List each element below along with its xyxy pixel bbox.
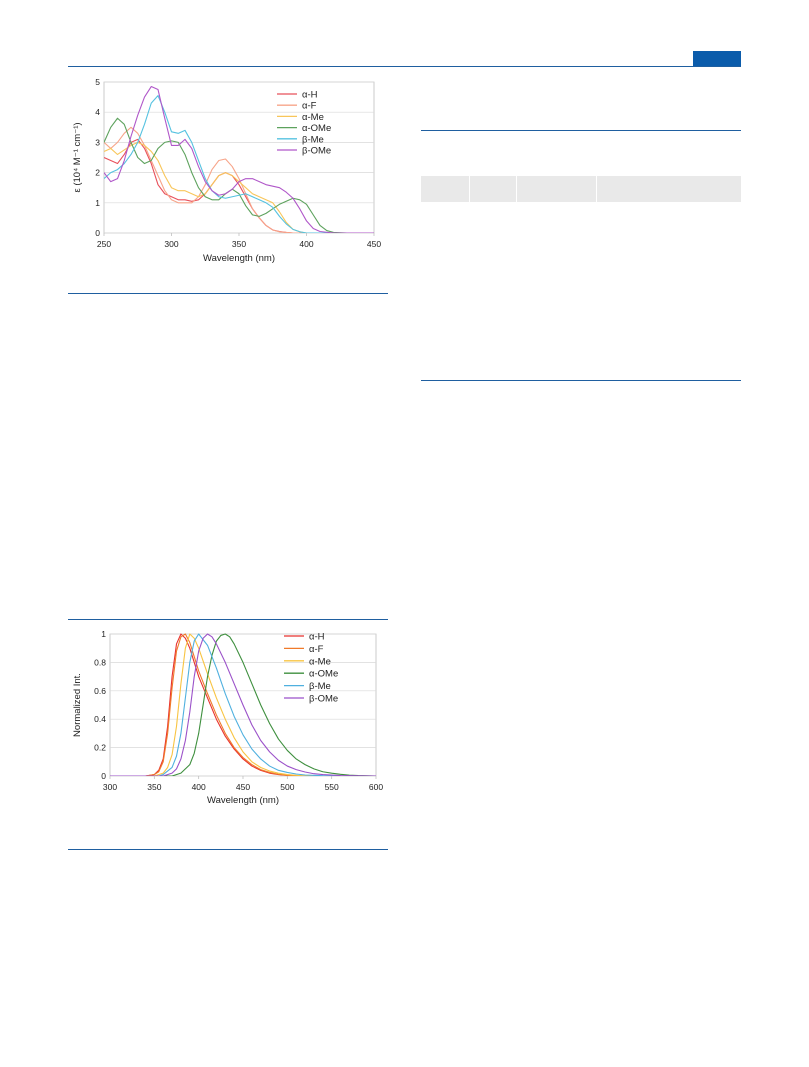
x-axis-title: Wavelength (nm): [203, 253, 275, 264]
x-tick-label: 600: [369, 782, 383, 792]
series-line-6: [104, 85, 374, 233]
legend-label: β-Me: [309, 681, 331, 692]
plot-area: [103, 81, 375, 234]
y-tick-label: 3: [95, 137, 100, 147]
series-line-2: [104, 126, 374, 233]
series-line-3: [104, 141, 374, 233]
emission-chart: 0 0.2 0.4 0.6 0.8 1 300 350 400 450 500 550 600 Wavel…: [70, 624, 385, 816]
x-tick-label: 250: [97, 239, 111, 249]
y-tick-label: 0.4: [94, 714, 106, 724]
legend-label: α-F: [309, 644, 324, 655]
y-tick-label: 4: [95, 107, 100, 117]
table-header-col: [469, 176, 470, 202]
x-tick-label: 350: [147, 782, 161, 792]
left-rule-3: [68, 849, 388, 850]
legend-label: α-OMe: [302, 123, 331, 134]
series-line-4: [110, 633, 376, 776]
x-tick-label: 550: [325, 782, 339, 792]
x-tick-label: 400: [299, 239, 313, 249]
table-top-rule: [421, 130, 741, 131]
x-tick-label: 350: [232, 239, 246, 249]
series-line-4: [104, 117, 374, 233]
legend-label: α-Me: [309, 656, 331, 667]
y-tick-label: 0: [95, 228, 100, 238]
left-rule-1: [68, 293, 388, 294]
x-tick-label: 400: [192, 782, 206, 792]
series-line-6: [110, 633, 376, 776]
table-bottom-rule: [421, 380, 741, 381]
series-line-5: [110, 633, 376, 776]
x-tick-label: 450: [367, 239, 381, 249]
table-header-col: [596, 176, 597, 202]
series-line-3: [110, 633, 376, 776]
series-line-5: [104, 95, 374, 233]
y-tick-label: 0: [101, 771, 106, 781]
y-tick-label: 1: [101, 629, 106, 639]
legend-label: α-H: [309, 632, 325, 643]
x-tick-label: 450: [236, 782, 250, 792]
y-axis-title: ε (10⁴ M⁻¹ cm⁻¹): [72, 122, 83, 192]
legend-label: α-Me: [302, 112, 324, 123]
header-rule: [68, 66, 741, 67]
emission-chart-svg: 0 0.2 0.4 0.6 0.8 1 300 350 400 450 500 550 600 Wavel…: [72, 629, 383, 806]
legend-label: β-OMe: [302, 146, 331, 157]
legend-label: β-OMe: [309, 694, 338, 705]
journal-header-block: [693, 51, 741, 66]
x-axis-title: Wavelength (nm): [207, 795, 279, 806]
table-header-col: [516, 176, 517, 202]
y-tick-label: 1: [95, 198, 100, 208]
y-tick-label: 5: [95, 77, 100, 87]
absorption-chart-svg: 0 1 2 3 4 5 250 300 350 400 450 Wavelength (nm) ε (1…: [72, 77, 381, 264]
x-tick-label: 500: [280, 782, 294, 792]
y-tick-label: 0.2: [94, 743, 106, 753]
table-header-row: [421, 176, 741, 202]
series-line-1: [104, 138, 374, 233]
absorption-chart: 0 1 2 3 4 5 250 300 350 400 450 Wavelength (nm) ε (1…: [70, 74, 385, 270]
legend-label: α-H: [302, 90, 318, 101]
left-rule-2: [68, 619, 388, 620]
series-line-2: [110, 633, 376, 776]
x-tick-label: 300: [164, 239, 178, 249]
legend-label: β-Me: [302, 134, 324, 145]
y-tick-label: 0.6: [94, 686, 106, 696]
y-tick-label: 2: [95, 168, 100, 178]
legend-label: α-OMe: [309, 669, 338, 680]
y-axis-title: Normalized Int.: [72, 673, 83, 737]
y-tick-label: 0.8: [94, 657, 106, 667]
x-tick-label: 300: [103, 782, 117, 792]
legend-label: α-F: [302, 101, 317, 112]
